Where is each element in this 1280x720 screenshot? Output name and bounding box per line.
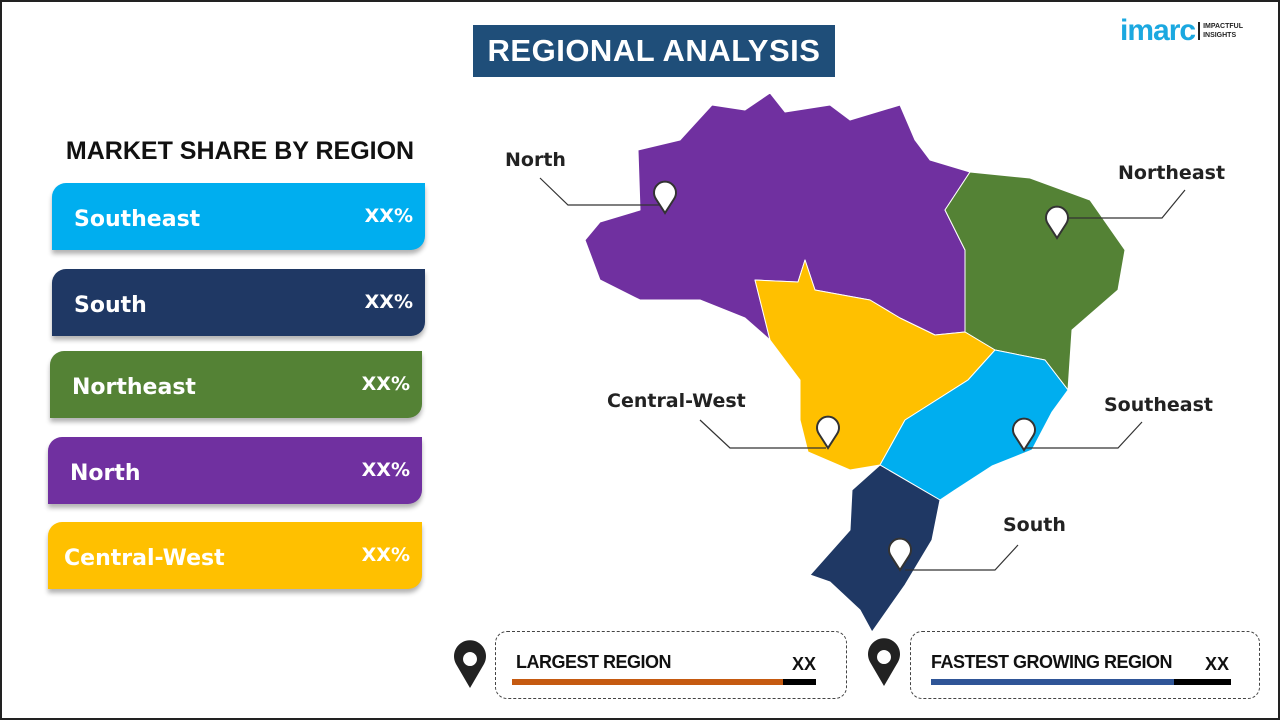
fastest-growing-region-bar [931,679,1231,685]
largest-region-value: XX [791,654,816,674]
fastest-growing-region-box: FASTEST GROWING REGION XX [910,631,1260,699]
share-card-south: South XX% [52,269,425,336]
map-label-north: North [505,149,566,171]
share-card-north: North XX% [48,437,422,504]
region-south [809,464,941,633]
region-share: XX% [364,291,413,313]
map-pin-icon [653,180,677,215]
fastest-growing-region-label: FASTEST GROWING REGION [931,652,1173,672]
map-pin-icon [1012,417,1036,452]
logo-word: imarc [1120,14,1196,47]
page-title: REGIONAL ANALYSIS [473,25,835,77]
region-name: Central-West [64,546,225,571]
largest-region-label: LARGEST REGION [516,652,672,672]
share-card-southeast: Southeast XX% [52,183,425,250]
logo-tagline: IMPACTFUL INSIGHTS [1198,22,1246,40]
region-share: XX% [361,459,410,481]
largest-region-bar [512,679,816,685]
region-share: XX% [361,544,410,566]
map-pin-icon [816,415,840,450]
imarc-logo: imarc IMPACTFUL INSIGHTS [1120,14,1246,48]
region-name: Southeast [74,207,201,232]
map-label-south: South [1003,514,1066,536]
map-pin-icon [888,537,912,572]
map-label-central-west: Central-West [607,390,746,412]
region-southeast [879,349,1069,501]
region-name: South [74,293,147,318]
region-name: North [70,461,141,486]
fastest-growing-region-value: XX [1204,654,1229,674]
region-name: Northeast [72,375,196,400]
map-pin-icon [1045,205,1069,240]
largest-region-box: LARGEST REGION XX [495,631,847,699]
share-card-northeast: Northeast XX% [50,351,422,418]
map-label-northeast: Northeast [1118,162,1226,184]
share-card-central-west: Central-West XX% [48,522,422,589]
region-share: XX% [361,373,410,395]
location-pin-icon [868,638,900,686]
location-pin-icon [454,640,486,688]
map-label-southeast: Southeast [1104,394,1213,416]
map-pins [653,180,1069,572]
region-share: XX% [364,205,413,227]
market-share-heading: MARKET SHARE BY REGION [65,137,415,165]
